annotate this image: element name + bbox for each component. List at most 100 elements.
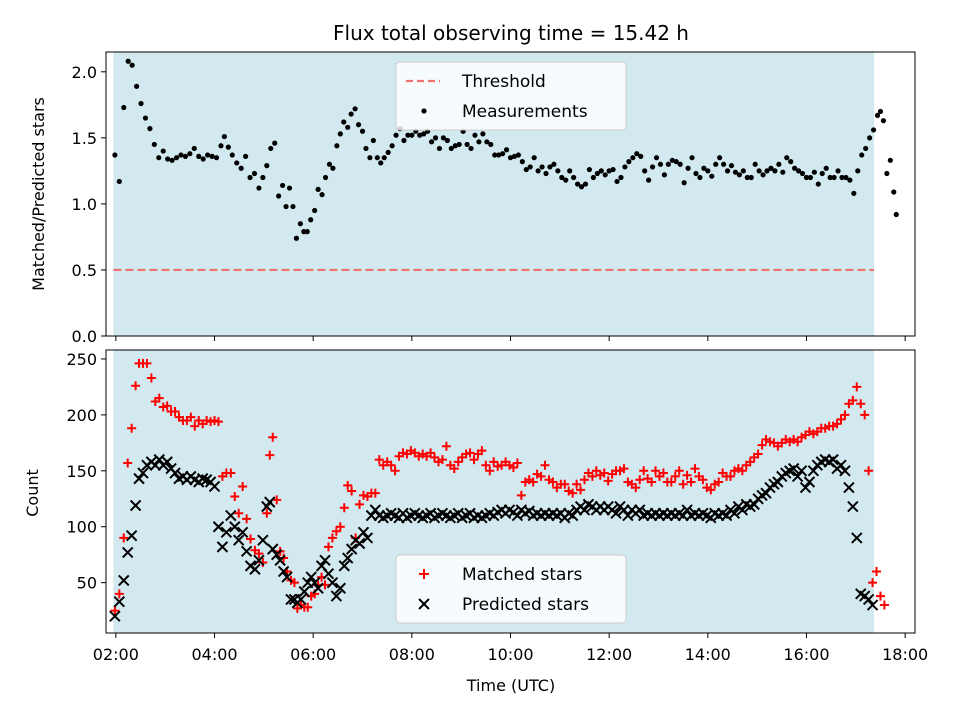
data-point: [327, 533, 337, 543]
data-point: [599, 468, 609, 478]
data-point: [187, 151, 193, 157]
data-point: [303, 602, 313, 612]
data-point: [339, 503, 349, 513]
data-point: [342, 552, 354, 564]
data-point: [661, 172, 668, 178]
data-point: [448, 145, 454, 152]
data-point: [151, 141, 157, 148]
data-point: [308, 217, 314, 223]
data-point: [279, 182, 286, 189]
data-point: [428, 139, 435, 145]
data-point: [253, 554, 265, 566]
data-point: [631, 483, 641, 493]
data-point: [330, 590, 343, 602]
data-point: [515, 152, 521, 158]
data-point: [133, 83, 140, 89]
data-point: [257, 534, 269, 546]
data-point: [689, 155, 695, 161]
data-point: [720, 509, 733, 522]
data-point: [264, 163, 270, 169]
data-point: [586, 166, 593, 173]
data-point: [312, 207, 318, 214]
data-point: [345, 543, 358, 555]
y-tick-label: 150: [66, 462, 97, 481]
data-point: [578, 504, 591, 516]
data-point: [230, 492, 240, 502]
data-point: [265, 450, 275, 460]
data-point: [531, 155, 537, 161]
y-tick-label: 1.0: [72, 195, 97, 214]
data-point: [851, 190, 857, 196]
data-point: [630, 155, 636, 161]
data-point: [574, 181, 581, 187]
data-point: [807, 465, 820, 477]
y-tick-label: 0.0: [72, 327, 97, 346]
data-point: [277, 565, 290, 578]
data-point: [548, 477, 558, 487]
data-point: [503, 147, 510, 153]
y-tick-label: 250: [66, 350, 97, 369]
data-point: [236, 526, 249, 539]
data-point: [634, 504, 646, 516]
data-point: [341, 119, 347, 125]
data-point: [819, 170, 825, 177]
data-point: [875, 591, 885, 601]
data-point: [868, 578, 878, 588]
data-point: [651, 466, 661, 476]
data-point: [267, 543, 279, 555]
data-point: [827, 453, 839, 466]
data-point: [717, 155, 723, 161]
data-point: [721, 161, 727, 167]
data-point: [594, 170, 600, 177]
data-point: [697, 174, 703, 181]
data-point: [386, 460, 396, 470]
data-point: [367, 155, 373, 161]
data-point: [249, 563, 261, 575]
y-tick-label: 1.5: [72, 129, 97, 148]
series-predicted-stars: [109, 453, 879, 622]
data-point: [116, 178, 122, 185]
data-point: [866, 599, 879, 611]
data-point: [440, 135, 447, 141]
data-point: [154, 393, 164, 403]
data-point: [784, 155, 790, 161]
data-point: [229, 152, 235, 158]
data-point: [162, 401, 172, 411]
data-point: [619, 464, 629, 474]
data-point: [649, 164, 656, 170]
series-matched-stars: [110, 358, 889, 616]
data-point: [772, 476, 784, 488]
data-point: [437, 455, 447, 465]
data-point: [646, 177, 652, 183]
data-point: [582, 181, 589, 187]
data-point: [405, 132, 411, 138]
data-point: [488, 141, 494, 148]
data-point: [359, 128, 366, 134]
data-point: [693, 170, 699, 177]
data-point: [701, 165, 707, 171]
data-point: [218, 143, 224, 149]
data-point: [602, 172, 608, 178]
data-point: [706, 485, 716, 495]
data-point: [270, 548, 283, 561]
data-point: [877, 108, 884, 115]
y-tick-label: 100: [66, 518, 97, 537]
data-point: [110, 606, 120, 616]
data-point: [685, 165, 691, 171]
data-point: [547, 164, 553, 170]
data-point: [246, 534, 256, 544]
data-point: [512, 458, 522, 468]
data-point: [539, 164, 545, 170]
data-point: [256, 185, 262, 191]
data-point: [728, 507, 741, 520]
data-point: [674, 466, 684, 476]
data-point: [670, 471, 680, 481]
data-point: [893, 211, 899, 218]
data-point: [209, 153, 215, 159]
data-point: [551, 161, 557, 167]
data-point: [610, 166, 616, 173]
data-point: [138, 100, 144, 107]
data-point: [238, 165, 244, 171]
data-point: [129, 499, 142, 512]
data-point: [127, 423, 137, 433]
